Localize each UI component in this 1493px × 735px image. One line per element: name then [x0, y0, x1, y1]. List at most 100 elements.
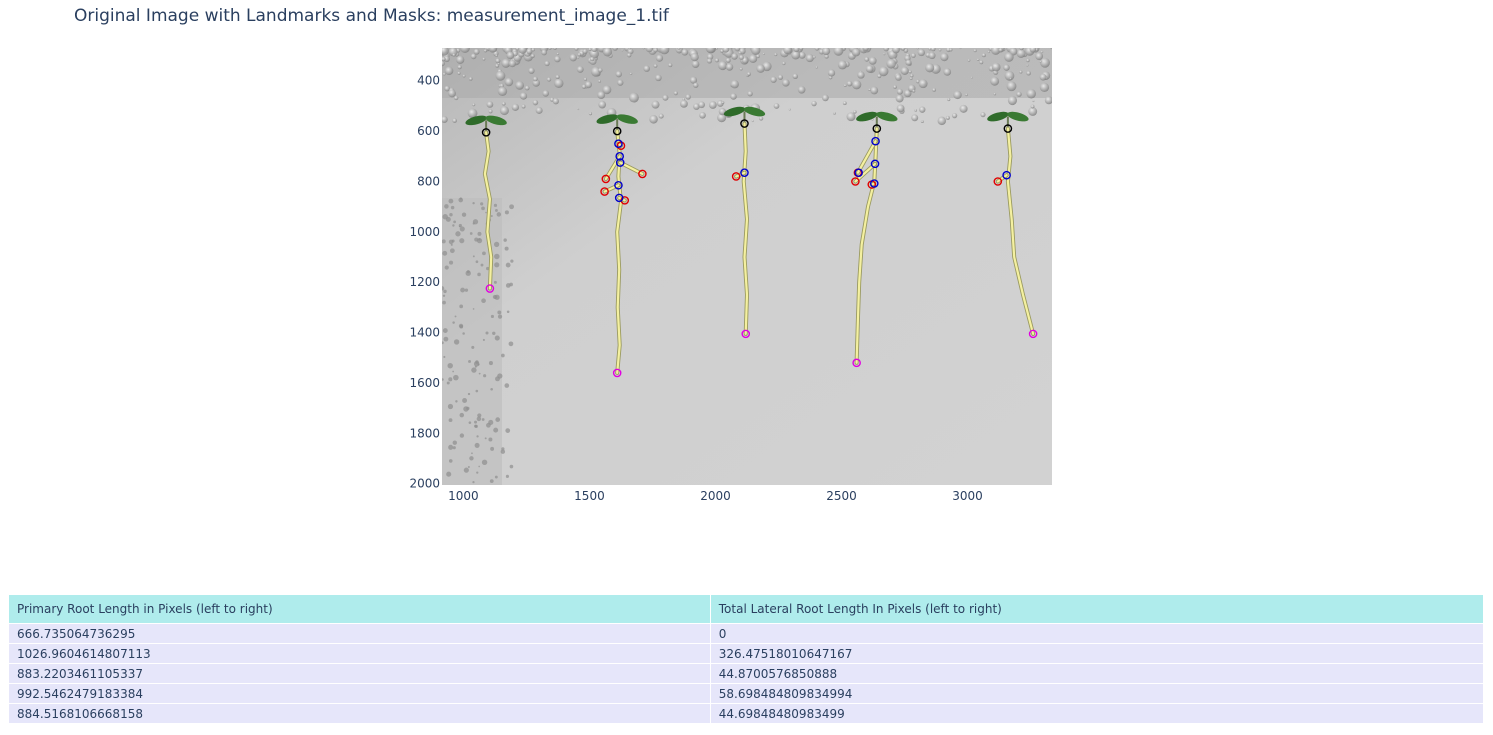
droplet — [747, 91, 753, 97]
droplet — [628, 48, 632, 50]
droplet — [452, 370, 455, 373]
branch-point-marker — [869, 179, 879, 188]
droplet — [448, 89, 456, 98]
droplet — [928, 48, 932, 51]
droplet — [493, 427, 499, 433]
droplet — [494, 262, 500, 268]
droplet — [930, 48, 936, 52]
droplet — [490, 314, 495, 319]
droplet — [447, 363, 453, 369]
droplet — [721, 101, 725, 105]
primary-length-cell: 666.735064736295 — [9, 623, 711, 644]
figure-title: Original Image with Landmarks and Masks:… — [74, 6, 669, 26]
droplet — [478, 372, 481, 375]
droplet — [443, 355, 446, 359]
primary-root-mask — [1006, 127, 1035, 335]
lateral-root-mask — [603, 184, 620, 193]
table-row: 884.5168106668158 44.69848480983499 — [9, 703, 1485, 723]
droplet — [546, 77, 552, 82]
droplet — [492, 331, 496, 335]
droplet — [777, 74, 784, 80]
droplet — [1019, 70, 1023, 74]
droplet — [965, 93, 968, 97]
droplet — [774, 52, 778, 57]
droplet — [689, 76, 698, 84]
droplet — [469, 232, 473, 235]
droplet — [490, 215, 493, 218]
droplet — [862, 48, 869, 51]
droplet — [846, 112, 856, 122]
droplet — [987, 50, 990, 54]
y-tick-label: 1600 — [409, 376, 440, 390]
droplet — [903, 89, 912, 98]
y-axis-ticks: 400 600 800 1000 1200 1400 1600 1800 2000 — [409, 74, 440, 491]
droplet — [734, 48, 741, 52]
droplet — [976, 58, 980, 61]
primary-length-cell: 1026.9604614807113 — [9, 643, 711, 664]
droplet — [467, 108, 478, 119]
droplet — [959, 48, 962, 50]
droplet — [474, 442, 480, 448]
primary-root-mask — [483, 131, 493, 290]
droplet — [1032, 100, 1035, 103]
droplet — [990, 76, 1000, 86]
droplet — [470, 53, 477, 60]
droplet — [846, 80, 853, 87]
droplet — [554, 78, 564, 89]
lateral-length-cell: 44.69848480983499 — [710, 703, 1485, 723]
droplet — [569, 53, 577, 62]
droplet — [706, 53, 714, 60]
droplet — [501, 101, 506, 106]
droplet — [541, 49, 548, 56]
droplet — [469, 456, 474, 461]
plot-svg[interactable]: 1000 1500 2000 2500 3000 400 600 800 1000 1200 14… — [400, 44, 1070, 514]
droplet — [484, 437, 487, 440]
droplet — [495, 209, 498, 212]
cotyledon-left — [465, 115, 487, 126]
droplet — [970, 76, 973, 79]
droplet — [1030, 104, 1035, 109]
droplet — [544, 60, 550, 67]
droplet — [490, 387, 493, 391]
droplet — [945, 115, 950, 120]
droplet — [486, 101, 494, 108]
droplet — [453, 95, 459, 101]
droplet — [1050, 48, 1052, 50]
droplet — [649, 115, 658, 124]
droplet — [788, 108, 791, 111]
droplet — [680, 99, 688, 108]
droplet — [1016, 48, 1026, 58]
droplet — [797, 85, 806, 94]
droplet — [548, 48, 552, 50]
cotyledon-right — [485, 115, 507, 126]
droplet — [442, 72, 446, 76]
droplet — [1004, 52, 1014, 62]
root-image-plot[interactable]: 1000 1500 2000 2500 3000 400 600 800 1000 1200 14… — [400, 44, 1070, 514]
droplet — [465, 270, 471, 276]
droplet — [496, 212, 502, 217]
droplet — [868, 88, 871, 92]
droplet — [782, 61, 786, 66]
droplet — [509, 204, 515, 210]
cotyledon-left — [856, 111, 878, 122]
droplet — [577, 56, 580, 59]
cotyledon-right — [876, 111, 898, 122]
x-axis-ticks: 1000 1500 2000 2500 3000 — [448, 489, 983, 503]
primary-tip-marker — [485, 284, 495, 293]
droplet — [693, 103, 700, 110]
droplet — [900, 66, 909, 75]
droplet — [495, 417, 501, 422]
droplet — [851, 48, 861, 57]
droplet — [447, 403, 454, 410]
droplet — [685, 94, 691, 100]
cotyledon-left — [723, 106, 746, 117]
droplet — [553, 48, 557, 50]
droplet — [895, 74, 902, 81]
y-tick-label: 1000 — [409, 225, 440, 239]
droplet — [555, 74, 560, 79]
droplet — [629, 92, 639, 103]
droplet — [494, 335, 500, 341]
droplet — [722, 48, 730, 53]
primary-tip-marker — [852, 358, 861, 368]
droplet — [677, 48, 681, 50]
